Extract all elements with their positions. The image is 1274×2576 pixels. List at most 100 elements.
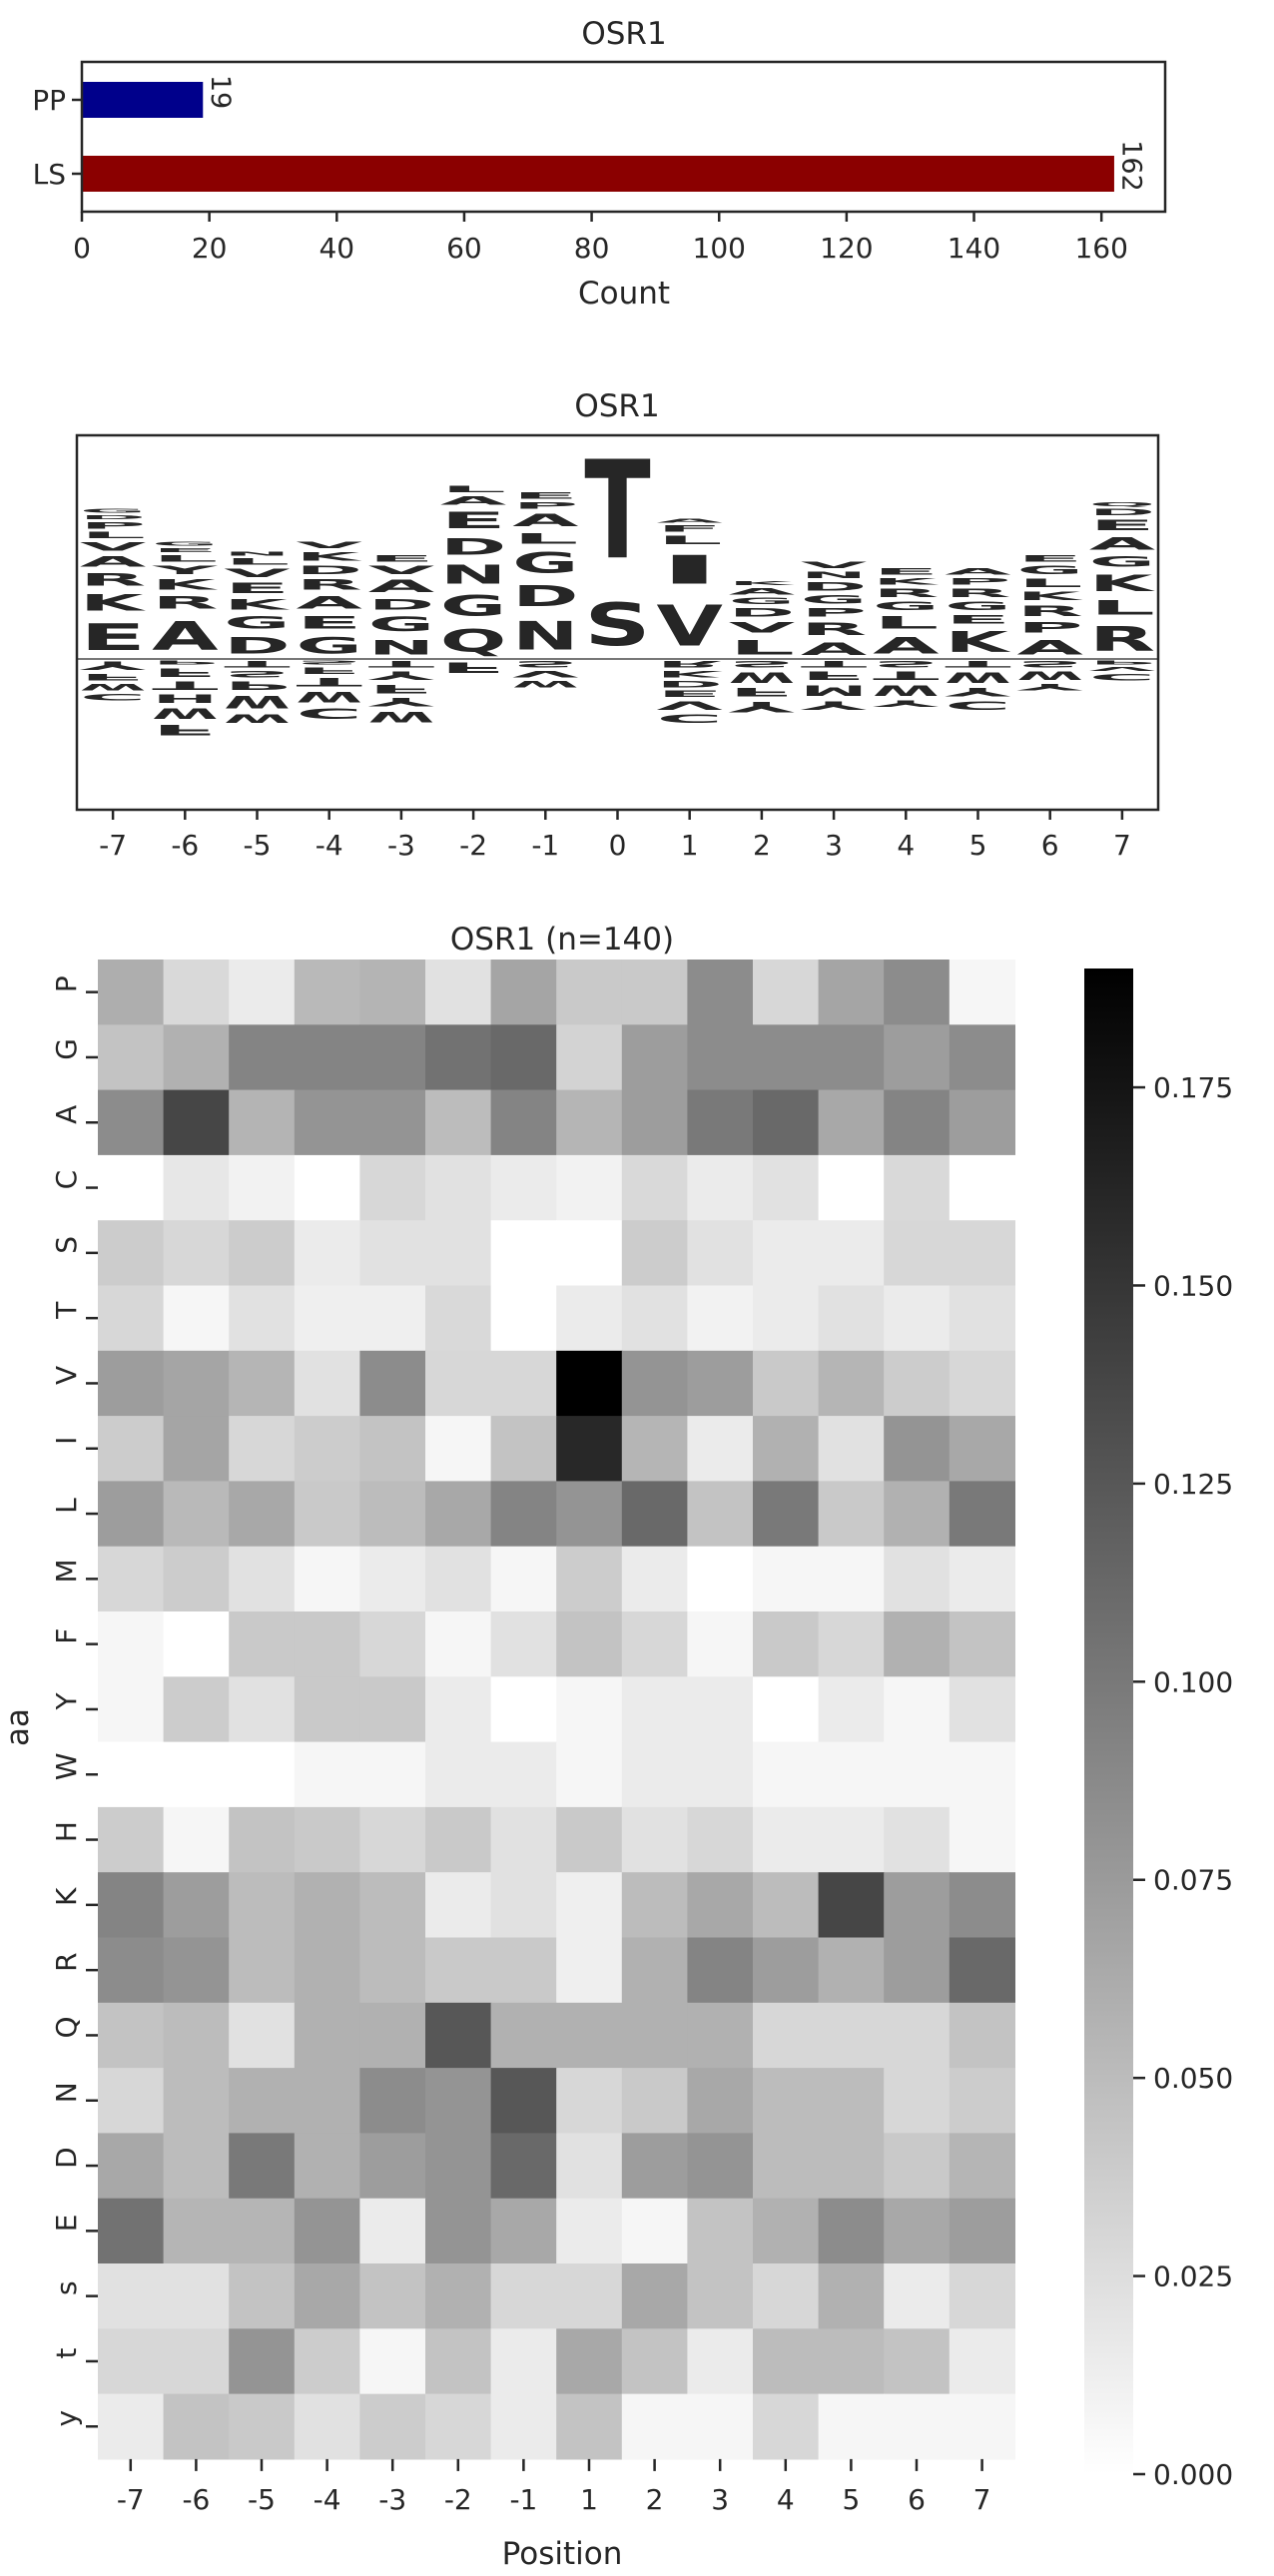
heatmap-cell [753, 1676, 820, 1743]
logo-letter: T [584, 432, 650, 589]
logo-letter: F [80, 672, 146, 682]
heatmap-cell [621, 2198, 688, 2264]
heatmap-cell [556, 1611, 623, 1677]
logo-letter: D [368, 596, 434, 612]
heatmap-cell [359, 1024, 426, 1091]
logo-x-tick-label: 6 [1041, 829, 1059, 862]
heatmap-cell [884, 960, 951, 1025]
colorbar-tick-label: 0.150 [1153, 1269, 1233, 1302]
heatmap-cell [163, 2068, 230, 2134]
logo-letter: V [656, 594, 722, 659]
logo-letter: K [873, 577, 939, 587]
logo-letter: F [656, 524, 722, 534]
heatmap-cell [687, 1546, 754, 1612]
heatmap-cell [556, 2393, 623, 2460]
heatmap-cell [359, 2263, 426, 2329]
heatmap-cell [949, 1024, 1015, 1091]
heatmap-cell [490, 1220, 557, 1287]
heatmap-cell [490, 1872, 557, 1939]
logo-x-tick-label: -4 [316, 829, 343, 862]
logo-letter: G [873, 600, 939, 613]
heatmap-y-tick-label: R [50, 1952, 83, 1971]
heatmap-y-tick-label: L [50, 1498, 83, 1514]
heatmap-y-tick-label: M [50, 1559, 83, 1583]
logo-letter: G [440, 590, 506, 623]
logo-letter: Y [367, 669, 434, 682]
bar-x-tick-label: 0 [73, 232, 91, 265]
heatmap-cell [163, 2328, 230, 2395]
heatmap-cell [884, 1024, 951, 1091]
logo-letter: G [152, 540, 218, 547]
heatmap-cell [490, 1481, 557, 1548]
heatmap-cell [425, 1024, 492, 1091]
logo-letter: D [296, 564, 361, 577]
heatmap-cell [753, 2133, 820, 2200]
heatmap-cell [425, 2068, 492, 2134]
heatmap-cell [753, 1481, 820, 1548]
heatmap-cell [425, 1089, 492, 1156]
heatmap-y-tick-label: Y [50, 1692, 83, 1711]
heatmap-cell [949, 2198, 1015, 2264]
heatmap-cell [556, 1872, 623, 1939]
logo-letter: S [296, 659, 361, 666]
heatmap-cell [884, 1285, 951, 1352]
heatmap-cell [98, 1676, 165, 1743]
heatmap-cell [163, 960, 230, 1025]
heatmap-cell [818, 1154, 885, 1221]
heatmap-cell [229, 1872, 296, 1939]
heatmap-cell [490, 1024, 557, 1091]
colorbar-tick-label: 0.050 [1153, 2062, 1233, 2095]
heatmap-y-tick-label: y [50, 2410, 83, 2427]
logo-letter: S [873, 659, 939, 669]
heatmap-cell [753, 1350, 820, 1417]
heatmap-cell [818, 1806, 885, 1873]
heatmap-cell [229, 2068, 296, 2134]
heatmap-y-tick-label: Q [50, 2016, 83, 2038]
heatmap-cell [163, 1872, 230, 1939]
sequence-logo: OSR1 EKRAVLPDGYFWCARKYLEGPFTHWFDGKEVLNTS… [75, 388, 1160, 862]
heatmap-cell [163, 1220, 230, 1287]
heatmap-cell [818, 1481, 885, 1548]
logo-letter: E [512, 491, 578, 501]
logo-letter: S [224, 669, 290, 679]
logo-letter: M [801, 682, 867, 698]
heatmap-cell [949, 1285, 1015, 1352]
heatmap-cell [621, 1872, 688, 1939]
heatmap-cell [949, 2133, 1015, 2200]
bar-x-tick-label: 80 [574, 232, 610, 265]
logo-x-tick-label: 4 [897, 829, 915, 862]
heatmap-cell [949, 1481, 1015, 1548]
heatmap-cell [556, 1546, 623, 1612]
heatmap-cell [818, 2002, 885, 2069]
heatmap-cell [949, 1154, 1015, 1221]
heatmap-cell [163, 1676, 230, 1743]
heatmap-cell [949, 1611, 1015, 1677]
logo-letter: C [945, 699, 1010, 712]
logo-letter: R [1016, 603, 1082, 619]
heatmap-y-tick-label: W [50, 1752, 83, 1780]
heatmap-cell [294, 1285, 360, 1352]
heatmap-cell [884, 1546, 951, 1612]
logo-letter: W [512, 679, 578, 689]
logo-letter: Y [945, 685, 1011, 698]
logo-letter: A [440, 494, 507, 507]
heatmap-cell [425, 1741, 492, 1808]
heatmap-cell [687, 1220, 754, 1287]
heatmap-cell [949, 2263, 1015, 2329]
heatmap-cell [163, 1024, 230, 1091]
logo-letter: A [729, 586, 795, 596]
heatmap-cell [490, 2002, 557, 2069]
heatmap-cell [556, 2068, 623, 2134]
heatmap-cell [687, 1611, 754, 1677]
heatmap-cell [425, 1220, 492, 1287]
bar-x-tick-label: 160 [1074, 232, 1127, 265]
heatmap-cell [294, 2263, 360, 2329]
heatmap-cell [818, 1220, 885, 1287]
heatmap-cell [359, 1741, 426, 1808]
heatmap-cell [490, 2328, 557, 2395]
heatmap-cell [294, 1676, 360, 1743]
heatmap-cell [687, 2198, 754, 2264]
heatmap-cell [359, 2068, 426, 2134]
logo-letter: V [729, 619, 796, 636]
logo-letter: K [729, 580, 795, 587]
